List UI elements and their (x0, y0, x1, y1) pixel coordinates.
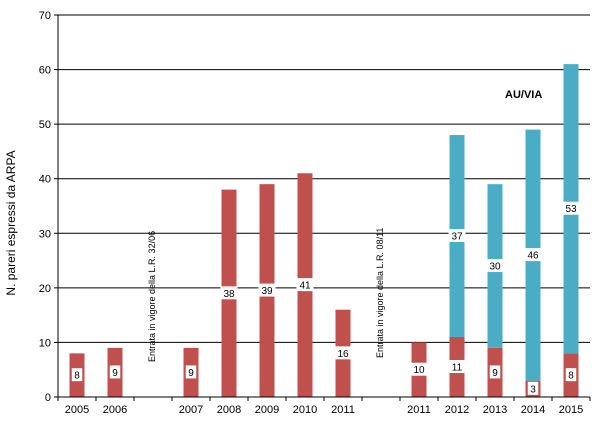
x-tick-label: 2010 (293, 404, 317, 416)
y-tick-label: 60 (39, 65, 51, 77)
x-tick-label: 2006 (103, 404, 127, 416)
x-tick-label: 2009 (255, 404, 279, 416)
data-label: 37 (451, 232, 463, 243)
data-label-box (527, 381, 539, 395)
annotation-au-via: AU/VIA (505, 89, 543, 101)
data-label-box (524, 248, 542, 262)
data-label-box (258, 283, 276, 297)
x-tick-label: 2011 (331, 404, 355, 416)
x-tick-label: 2014 (521, 404, 545, 416)
data-label: 53 (565, 204, 577, 215)
data-label: 38 (223, 289, 235, 300)
data-label-box (71, 368, 83, 382)
y-axis-label: N. pareri espressi da ARPA (4, 150, 18, 296)
x-tick-label: 2015 (559, 404, 583, 416)
y-tick-label: 70 (39, 10, 51, 22)
data-label-box (448, 229, 466, 243)
grid-lines (58, 14, 590, 343)
annotation-lr-08-11: Entrata in vigore della L.R. 08/11 (375, 227, 385, 358)
x-tick-labels: 2005 2006 2007 2008 2009 2010 2011 2011 2012 2013… (65, 404, 583, 416)
data-label-box (562, 201, 580, 215)
data-label-box (220, 286, 238, 300)
data-label: 16 (337, 349, 349, 360)
x-tick-label: 2007 (179, 404, 203, 416)
y-tick-label: 30 (39, 228, 51, 240)
data-label: 10 (413, 365, 425, 376)
data-label-box (410, 362, 428, 376)
data-label: 9 (492, 368, 498, 379)
x-tick-label: 2011 (407, 404, 431, 416)
y-tick-label: 40 (39, 174, 51, 186)
data-label-box (334, 346, 352, 360)
data-label: 39 (261, 286, 273, 297)
y-tick-label: 10 (39, 337, 51, 349)
data-label: 11 (452, 362, 463, 373)
data-label-box (296, 278, 314, 292)
data-label: 9 (112, 368, 118, 379)
data-label-box (486, 259, 504, 273)
data-label: 30 (489, 262, 501, 273)
data-label: 9 (188, 368, 194, 379)
data-label: 8 (568, 371, 574, 382)
x-tick-label: 2013 (483, 404, 507, 416)
x-tick-label: 2012 (445, 404, 469, 416)
y-tick-label: 20 (39, 283, 51, 295)
data-label: 41 (299, 281, 311, 292)
data-label-box (185, 365, 197, 379)
axes (54, 14, 591, 401)
data-label: 46 (527, 251, 539, 262)
x-tick-label: 2005 (65, 404, 89, 416)
data-label-box (448, 359, 466, 373)
data-label-box (109, 365, 121, 379)
annotation-lr-32-06: Entrata in vigore della L.R. 32/06 (147, 230, 157, 362)
x-tick-label: 2008 (217, 404, 241, 416)
data-label-box (565, 368, 577, 382)
data-label: 8 (74, 371, 80, 382)
y-tick-labels: 0 10 20 30 40 50 60 70 (39, 10, 51, 404)
y-tick-label: 0 (45, 392, 51, 404)
data-label-box (489, 365, 501, 379)
y-tick-label: 50 (39, 119, 51, 131)
data-label: 3 (530, 384, 536, 395)
